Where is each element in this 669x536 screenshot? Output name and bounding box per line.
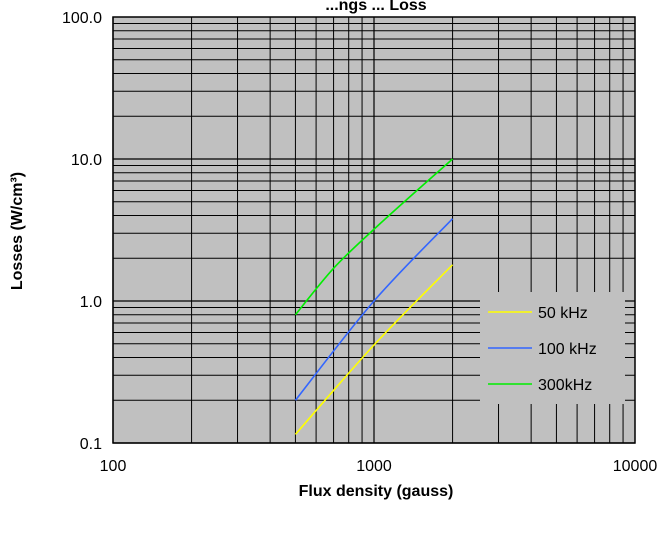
- series-layer: [294, 158, 454, 435]
- x-axis-title: Flux density (gauss): [299, 483, 454, 500]
- y-tick-label: 0.1: [80, 436, 102, 453]
- chart-title: ...ngs ... Loss: [325, 0, 426, 14]
- plot-frame: [112, 16, 636, 444]
- legend-label: 100 kHz: [538, 341, 597, 358]
- series-line-300khz: [294, 158, 454, 316]
- legend-label: 300kHz: [538, 377, 592, 394]
- x-tick-label: 10000: [613, 458, 658, 475]
- x-tick-label: 100: [100, 458, 127, 475]
- y-tick-label: 1.0: [80, 294, 102, 311]
- series-line-100-khz: [294, 218, 454, 401]
- series-line-50-khz: [294, 264, 454, 435]
- y-tick-label: 100.0: [62, 10, 102, 27]
- y-tick-label: 10.0: [71, 152, 102, 169]
- tick-labels: 100 1000 10000 0.1 1.0 10.0 100.0: [62, 10, 657, 475]
- x-tick-label: 1000: [356, 458, 392, 475]
- legend: 50 kHz 100 kHz 300kHz: [480, 292, 625, 404]
- y-axis-title: Losses (W/cm³): [9, 172, 26, 290]
- legend-label: 50 kHz: [538, 305, 588, 322]
